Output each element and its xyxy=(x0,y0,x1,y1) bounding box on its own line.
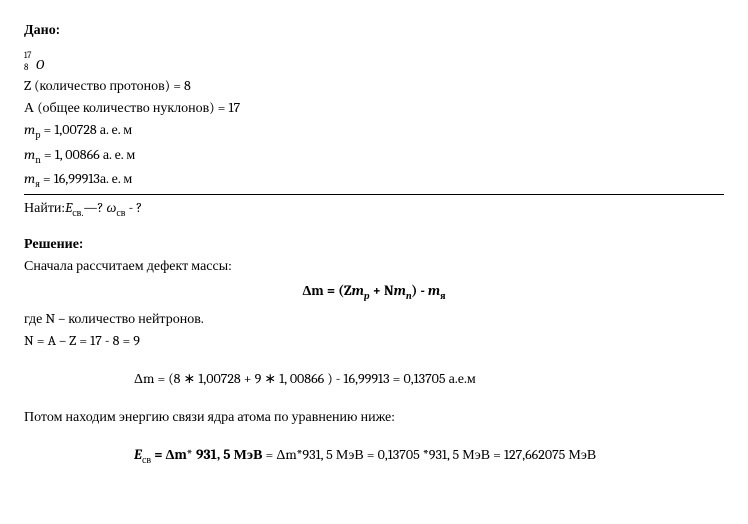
n-note: где N – количество нейтронов. xyxy=(24,308,724,329)
find-w-sub: св xyxy=(116,207,125,219)
mp-symbol: m xyxy=(24,121,35,138)
f3-eq: = Δm xyxy=(151,446,186,463)
f3-e-sub: св xyxy=(142,454,151,466)
my-line: mя = 16,99913а. е. м xyxy=(24,168,724,192)
find-w-symbol: ω xyxy=(106,199,116,216)
a-line: А (общее количество нуклонов) = 17 xyxy=(24,97,724,118)
mass-defect-formula: Δm = (Zmp + Nmn) - mя xyxy=(24,280,724,304)
f3-e: E xyxy=(134,446,142,463)
mn-line: mn = 1, 00866 а. е. м xyxy=(24,144,724,168)
f1-dm: Δm = (Z xyxy=(302,282,351,299)
f1-m2: m xyxy=(394,282,406,299)
mn-symbol: m xyxy=(24,146,35,163)
mass-number: 17 xyxy=(24,50,32,64)
f1-m3-sub: я xyxy=(440,290,445,302)
n-calc: N = A – Z = 17 - 8 = 9 xyxy=(24,330,724,351)
mp-line: mp = 1,00728 а. е. м xyxy=(24,119,724,143)
find-line: Найти:Eсв.—? ωсв - ? xyxy=(24,197,724,221)
isotope-line: 17 8 O xyxy=(24,52,724,74)
atomic-number: 8 xyxy=(24,62,28,76)
find-prefix: Найти: xyxy=(24,199,65,216)
divider xyxy=(24,194,724,195)
my-value: = 16,99913а. е. м xyxy=(40,170,132,187)
step2-text: Потом находим энергию связи ядра атома п… xyxy=(24,406,724,427)
mass-defect-computation: Δm = (8 ∗ 1,00728 + 9 ∗ 1, 00866 ) - 16,… xyxy=(24,368,724,389)
find-e-sub: св. xyxy=(72,207,83,219)
given-header: Дано: xyxy=(24,19,724,40)
z-line: Z (количество протонов) = 8 xyxy=(24,75,724,96)
f3-const: * 931, 5 МэВ xyxy=(187,446,263,463)
my-symbol: m xyxy=(24,170,35,187)
f1-plus: + N xyxy=(370,282,394,299)
solution-header: Решение: xyxy=(24,233,724,254)
element-symbol: O xyxy=(36,54,44,75)
f1-m3: m xyxy=(428,282,440,299)
f1-m1: m xyxy=(352,282,364,299)
mp-value: = 1,00728 а. е. м xyxy=(40,121,132,138)
isotope-notation: 17 8 O xyxy=(24,54,48,74)
f1-close: ) - xyxy=(412,282,428,299)
find-q2: - ? xyxy=(126,199,143,216)
step1-text: Сначала рассчитаем дефект массы: xyxy=(24,255,724,276)
find-q1: —? xyxy=(83,199,106,216)
binding-energy-formula: Eсв = Δm* 931, 5 МэВ = Δm*931, 5 МэВ = 0… xyxy=(24,444,724,468)
mn-value: = 1, 00866 а. е. м xyxy=(41,146,135,163)
f3-rest: = Δm*931, 5 МэВ = 0,13705 *931, 5 МэВ = … xyxy=(262,446,596,463)
